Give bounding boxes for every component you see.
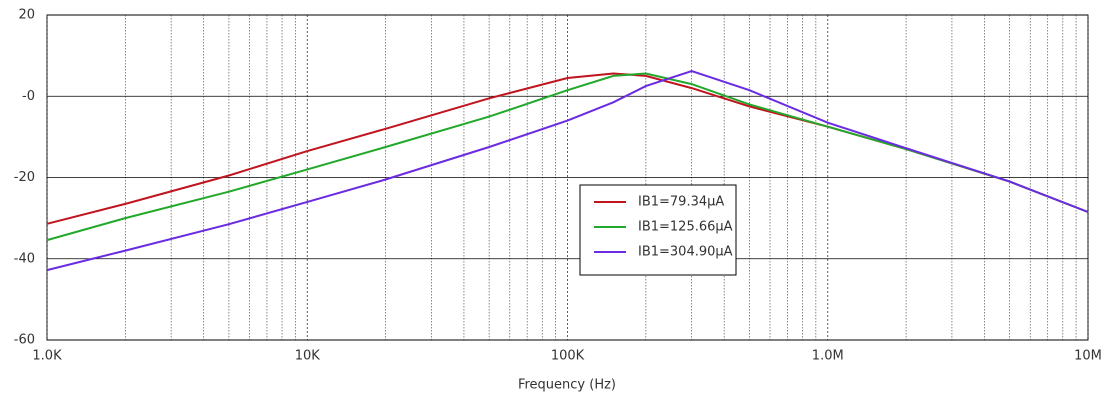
x-tick-label: 1.0K [32,349,62,364]
x-tick-label: 10K [295,349,321,364]
legend-box [579,184,737,276]
series-line [46,70,1089,272]
y-tick-label: -20 [14,170,35,185]
legend-label: IB1=304.90μA [638,245,733,260]
x-axis-title: Frequency (Hz) [518,378,616,393]
x-tick-label: 100K [551,349,585,364]
y-tick-label: -0 [22,89,35,104]
series-line [46,72,1089,242]
y-tick-label: -60 [14,333,35,348]
x-tick-label: 10M [1074,349,1102,364]
legend-label: IB1=79.34μA [638,195,724,210]
y-tick-label: 20 [18,8,35,23]
legend-label: IB1=125.66μA [638,220,733,235]
y-tick-label: -40 [14,251,35,266]
x-tick-label: 1.0M [812,349,844,364]
